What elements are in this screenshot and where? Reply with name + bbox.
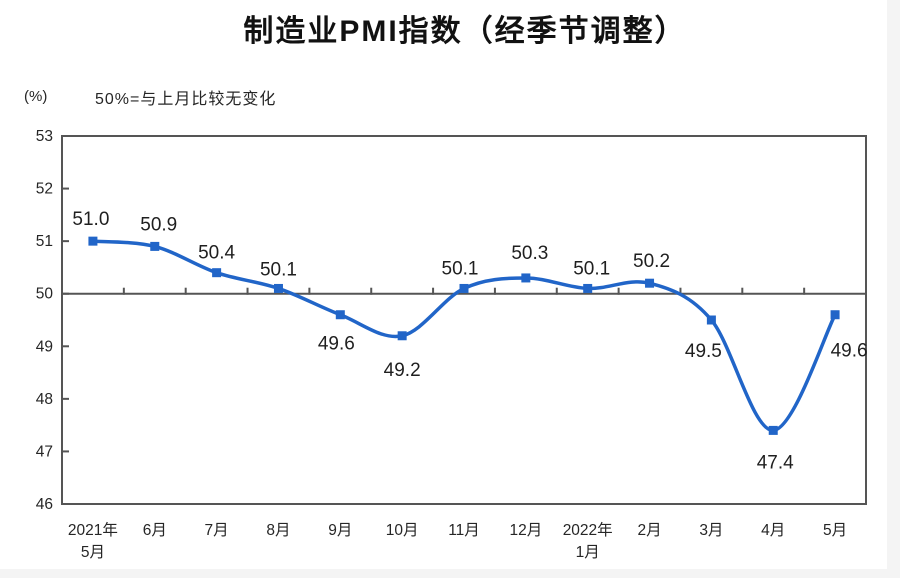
- y-axis-label: 53: [36, 128, 53, 145]
- plot-area-frame: [61, 135, 867, 505]
- x-axis-label: 2021年: [68, 521, 118, 539]
- x-axis-label: 5月: [823, 522, 847, 539]
- data-label: 49.2: [384, 360, 421, 381]
- x-axis-label: 5月: [81, 544, 105, 561]
- data-point-marker: [521, 273, 531, 283]
- x-axis-label: 7月: [205, 522, 229, 539]
- y-axis-label: 46: [36, 496, 53, 513]
- chart-title: 制造业PMI指数（经季节调整）: [243, 15, 687, 48]
- data-point-marker: [150, 241, 160, 251]
- x-axis-label: 9月: [328, 522, 352, 539]
- data-label: 50.9: [140, 214, 177, 235]
- x-axis-label: 4月: [761, 522, 785, 539]
- y-axis-label: 51: [36, 233, 53, 250]
- data-label: 47.4: [757, 452, 794, 473]
- x-axis-label: 1月: [576, 544, 600, 561]
- data-label: 51.0: [72, 209, 109, 230]
- data-label: 50.1: [260, 259, 297, 280]
- x-axis-label: 2022年: [563, 521, 613, 539]
- data-point-marker: [335, 310, 345, 320]
- data-point-marker: [397, 331, 407, 341]
- data-point-marker: [706, 315, 716, 325]
- pmi-series-line: [92, 239, 837, 433]
- data-label: 49.6: [831, 341, 868, 362]
- y-axis-label: 50: [36, 286, 54, 303]
- data-label: 50.2: [633, 251, 670, 272]
- data-label: 50.4: [198, 243, 235, 264]
- data-point-marker: [583, 283, 593, 293]
- data-point-marker: [273, 283, 283, 293]
- y-axis-label: 52: [36, 181, 53, 198]
- data-label: 49.6: [318, 334, 355, 355]
- y-axis-label: 48: [36, 391, 53, 408]
- data-point-marker: [459, 283, 469, 293]
- data-label: 50.3: [511, 243, 548, 264]
- data-label: 49.5: [685, 341, 722, 362]
- data-point-marker: [768, 425, 778, 435]
- data-point-marker: [830, 310, 840, 320]
- page-gutter-bottom: [0, 569, 900, 578]
- data-point-marker: [88, 236, 98, 246]
- data-point-marker: [212, 268, 222, 278]
- y-axis-label: 49: [36, 338, 53, 355]
- x-axis-label: 3月: [699, 522, 723, 539]
- data-label: 50.1: [573, 258, 610, 279]
- x-axis-label: 10月: [386, 522, 419, 539]
- x-axis-label: 2月: [637, 522, 661, 539]
- x-axis-label: 11月: [448, 522, 480, 539]
- y-axis-label: 47: [36, 443, 53, 460]
- reference-line-note: 50%=与上月比较无变化: [95, 91, 277, 108]
- x-axis-label: 8月: [266, 522, 290, 539]
- x-axis-label: 12月: [509, 522, 542, 539]
- page-gutter-right: [887, 0, 900, 578]
- y-axis-unit-label: (%): [24, 88, 48, 105]
- data-label: 50.1: [442, 258, 479, 279]
- x-axis-label: 6月: [143, 522, 167, 539]
- data-point-marker: [645, 278, 655, 288]
